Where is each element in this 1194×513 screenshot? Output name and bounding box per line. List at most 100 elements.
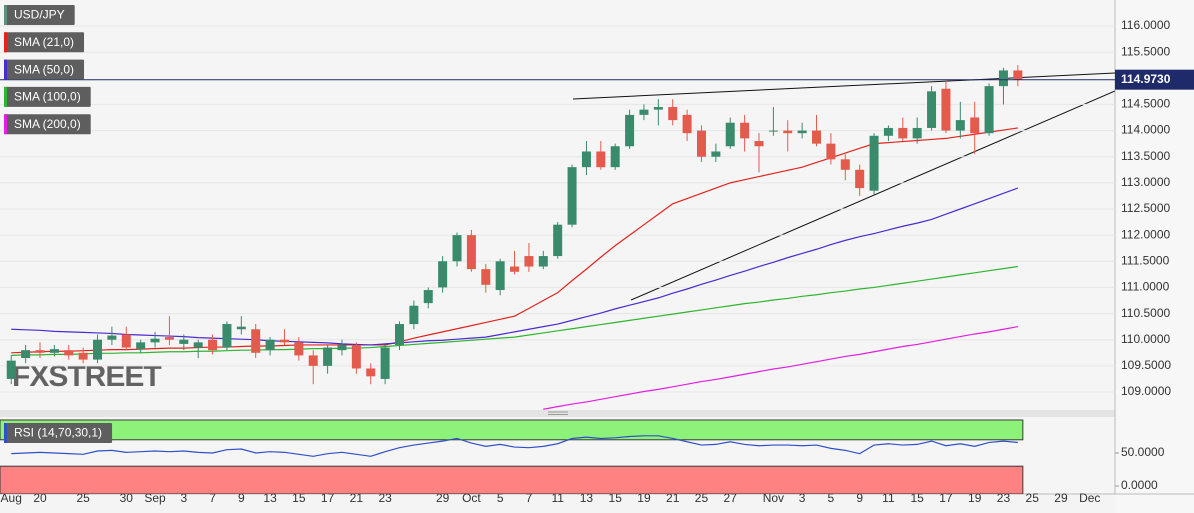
y-tick-label: 115.5000 (1121, 44, 1170, 58)
candle-body (208, 339, 218, 351)
legend-label: RSI (14,70,30,1) (14, 426, 102, 440)
y-tick-label: 110.5000 (1121, 306, 1170, 320)
candle-body (236, 326, 246, 330)
x-tick-label: 9 (238, 491, 245, 505)
legend-swatch (4, 5, 7, 25)
y-tick-label: 109.5000 (1121, 358, 1171, 372)
candle-body (64, 350, 74, 356)
watermark: FXSTREET (12, 360, 161, 393)
x-tick-label: 11 (882, 491, 895, 505)
candle-body (150, 338, 160, 343)
candle-body (970, 117, 980, 134)
candle-body (21, 350, 31, 359)
candle-body (898, 127, 908, 139)
candle-body (35, 350, 45, 353)
candle-body (179, 339, 189, 344)
candle-body (596, 151, 606, 168)
x-tick-label: 20 (33, 491, 47, 505)
candle-body (625, 114, 635, 147)
candle-body (696, 130, 706, 157)
candle-body (121, 334, 131, 348)
candle-body (783, 130, 793, 134)
x-tick-label: 5 (497, 491, 504, 505)
x-tick-label: 25 (695, 491, 709, 505)
x-tick-label: 29 (436, 491, 450, 505)
candle-body (912, 127, 922, 139)
candle-body (337, 344, 347, 351)
candle-body (495, 261, 505, 291)
candle-body (279, 339, 289, 343)
candle-body (941, 88, 951, 131)
candle-body (883, 127, 893, 136)
candle-body (351, 344, 361, 369)
candle-body (984, 86, 994, 134)
y-tick-label: 113.0000 (1121, 175, 1170, 189)
candle-body (452, 235, 462, 262)
candle-body (538, 256, 548, 267)
candle-body (466, 235, 476, 270)
panel-divider[interactable] (0, 410, 1115, 417)
candle-body (740, 122, 750, 139)
candle-body (1013, 70, 1023, 80)
legend-box (4, 423, 113, 443)
candle-body (6, 360, 16, 379)
candle-body (725, 122, 735, 147)
candle-body (768, 130, 778, 132)
legend-box (4, 59, 85, 80)
x-tick-label: 23 (378, 491, 392, 505)
legend-swatch (4, 423, 7, 443)
x-tick-label: 13 (263, 491, 277, 505)
axes: 109.0000109.5000110.0000110.5000111.0000… (1, 18, 1194, 505)
legend-swatch (4, 59, 7, 80)
x-tick-label: 25 (76, 491, 90, 505)
candle-body (78, 352, 88, 360)
x-tick-label: 21 (350, 491, 364, 505)
legend-label: USD/JPY (14, 8, 65, 22)
legend-box (4, 86, 91, 107)
candle-body (927, 91, 937, 128)
candle-body (869, 135, 879, 191)
legend-box (4, 32, 85, 53)
price-label-box (1115, 69, 1194, 90)
indicator-line (543, 326, 1018, 410)
candle-body (366, 368, 376, 377)
x-tick-label: 29 (1054, 491, 1068, 505)
rsi-plot (0, 419, 1024, 494)
candle-body (323, 347, 333, 366)
candle-body (754, 141, 764, 147)
legend-swatch (4, 86, 7, 107)
candle-body (855, 169, 865, 189)
candle-body (93, 339, 103, 360)
indicator-line (11, 265, 1018, 357)
y-tick-label: 50.0000 (1121, 445, 1165, 459)
candle-body (812, 130, 822, 144)
candle-body (567, 167, 577, 225)
y-tick-label: 111.0000 (1121, 280, 1170, 294)
candle-body (840, 159, 850, 170)
candle-body (998, 70, 1008, 87)
legend-item: SMA (50,0) (4, 59, 85, 80)
x-tick-label: 19 (637, 491, 651, 505)
candle-body (438, 261, 448, 288)
y-tick-label: 111.5000 (1121, 253, 1170, 267)
x-tick-label: Nov (763, 491, 784, 505)
candle-body (524, 256, 534, 267)
legend-item: SMA (200,0) (4, 114, 91, 135)
indicator-line (11, 187, 1019, 346)
y-tick-label: 114.5000 (1121, 97, 1170, 111)
candle-body (294, 342, 304, 356)
rsi-band (0, 465, 1024, 494)
x-tick-label: 3 (799, 491, 806, 505)
candle-body (510, 266, 520, 272)
candle-body (553, 224, 563, 257)
y-tick-label: 109.0000 (1121, 384, 1171, 398)
legend-box (4, 114, 91, 135)
candle-body (797, 130, 807, 134)
x-tick-label: 27 (724, 491, 738, 505)
y-tick-label: 113.5000 (1121, 149, 1170, 163)
candle-body (481, 269, 491, 285)
x-tick-label: 21 (666, 491, 680, 505)
y-tick-label: 116.0000 (1121, 18, 1170, 32)
